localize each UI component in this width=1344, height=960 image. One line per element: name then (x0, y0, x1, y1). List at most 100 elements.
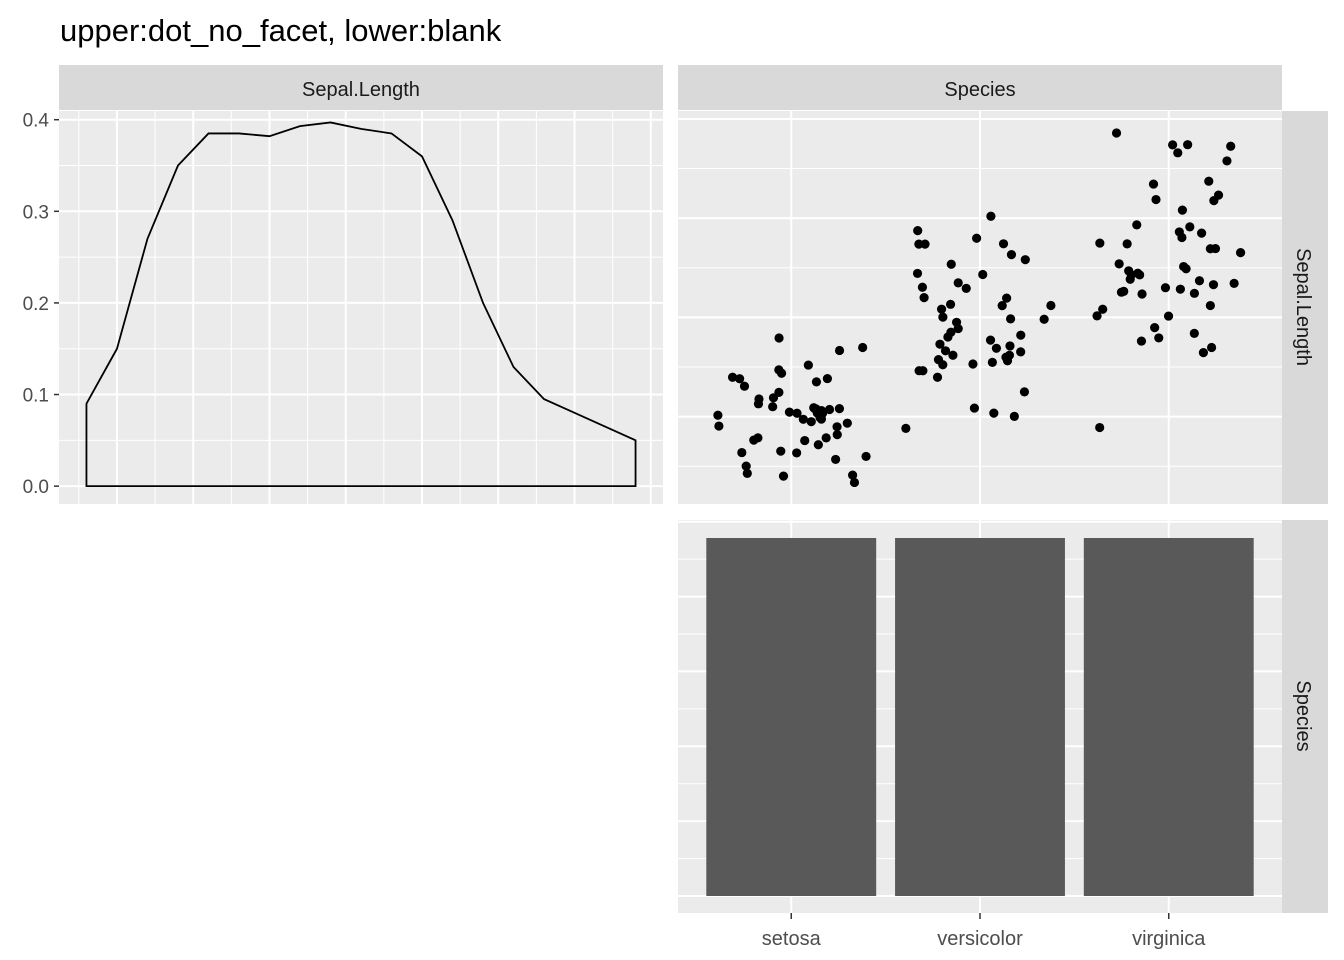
jitter-point (998, 239, 1009, 249)
jitter-point (768, 402, 778, 412)
jitter-point (1135, 270, 1145, 280)
jitter-point (938, 312, 948, 322)
jitter-point (737, 447, 747, 458)
jitter-point (1222, 156, 1232, 166)
jitter-point (774, 365, 784, 375)
jitter-point (813, 440, 823, 450)
strip-top-right (678, 65, 1282, 110)
jitter-point (918, 366, 928, 376)
jitter-point (774, 387, 784, 398)
y-tick-label: 0.3 (23, 202, 49, 223)
jitter-point (713, 410, 723, 420)
jitter-point (1116, 287, 1127, 297)
jitter-point (812, 408, 822, 418)
jitter-point (834, 404, 845, 414)
strip-row-label-sepal-length: Sepal.Length (1292, 248, 1314, 366)
jitter-point (1132, 220, 1142, 230)
jitter-point (858, 342, 868, 353)
strip-label-species: Species (944, 79, 1015, 101)
jitter-point (774, 333, 784, 343)
jitter-point (1111, 128, 1122, 138)
jitter-point (1205, 244, 1215, 254)
jitter-point (969, 403, 980, 413)
panel-density (59, 111, 663, 504)
jitter-point (989, 408, 999, 418)
jitter-point (1229, 278, 1239, 288)
strip-top-left (59, 65, 663, 110)
jitter-point (1005, 314, 1016, 324)
jitter-gridlines (678, 111, 1282, 504)
jitter-point (1163, 311, 1174, 321)
jitter-point (739, 381, 750, 391)
jitter-point (997, 301, 1007, 311)
jitter-point (912, 268, 923, 279)
strip-label-sepal-length: Sepal.Length (302, 79, 420, 101)
jitter-point (1173, 148, 1183, 158)
jitter-point (792, 408, 802, 418)
jitter-point (938, 360, 948, 370)
jitter-point (1205, 300, 1215, 311)
jitter-point (1004, 350, 1015, 360)
jitter-point (935, 339, 945, 349)
y-tick-label: 0.4 (23, 111, 50, 132)
jitter-point (1206, 342, 1217, 353)
jitter-point (1019, 387, 1030, 397)
jitter-point (1148, 179, 1159, 189)
jitter-point (861, 451, 871, 462)
chart-title: upper:dot_no_facet, lower:blank (60, 13, 502, 48)
jitter-point (1154, 333, 1164, 343)
jitter-point (1179, 261, 1189, 272)
y-tick-label: 0.0 (23, 477, 49, 498)
jitter-point (792, 448, 802, 458)
jitter-point (778, 471, 789, 481)
jitter-point (798, 414, 808, 424)
jitter-point (1039, 314, 1049, 324)
jitter-point (1177, 205, 1188, 215)
jitter-point (913, 226, 923, 236)
strip-row-label-species: Species (1292, 680, 1314, 751)
jitter-point (943, 332, 953, 342)
jitter-point (1150, 323, 1160, 333)
jitter-point (1092, 311, 1102, 321)
density-y-axis: 0.0 0.1 0.2 0.3 0.4 (23, 111, 59, 498)
jitter-point (1235, 247, 1246, 258)
jitter-point (987, 357, 997, 367)
jitter-point (749, 435, 759, 445)
jitter-point (1197, 228, 1207, 238)
jitter-point (936, 304, 947, 314)
jitter-point (986, 211, 996, 221)
jitter-point (784, 407, 795, 417)
jitter-point (1136, 336, 1147, 346)
jitter-point (1177, 232, 1187, 243)
jitter-point (847, 470, 858, 480)
jitter-point (946, 259, 956, 269)
jitter-point (1124, 266, 1134, 276)
jitter-point (741, 461, 751, 471)
jitter-point (972, 233, 982, 243)
jitter-point (1114, 259, 1124, 269)
bar-x-axis: setosa versicolor virginica (762, 913, 1206, 950)
y-tick-label: 0.2 (23, 294, 49, 315)
jitter-point (735, 374, 745, 384)
jitter-point (1046, 300, 1056, 311)
jitter-point (1160, 283, 1171, 293)
jitter-point (822, 373, 833, 384)
jitter-point (1185, 222, 1195, 232)
jitter-point (1020, 255, 1030, 265)
strip-right-bottom (1282, 520, 1328, 913)
jitter-point (1009, 411, 1019, 422)
jitter-point (968, 359, 978, 369)
jitter-point (824, 404, 835, 415)
bar-setosa (706, 538, 877, 896)
jitter-point (1189, 288, 1200, 298)
jitter-point (932, 372, 943, 382)
jitter-point (1016, 347, 1026, 357)
jitter-point (1213, 190, 1224, 200)
jitter-point (803, 360, 813, 370)
jitter-point (811, 377, 822, 387)
jitter-point (849, 477, 860, 488)
jitter-point (945, 299, 956, 309)
jitter-points (713, 128, 1246, 488)
jitter-point (1016, 330, 1026, 340)
jitter-point (1204, 176, 1214, 186)
